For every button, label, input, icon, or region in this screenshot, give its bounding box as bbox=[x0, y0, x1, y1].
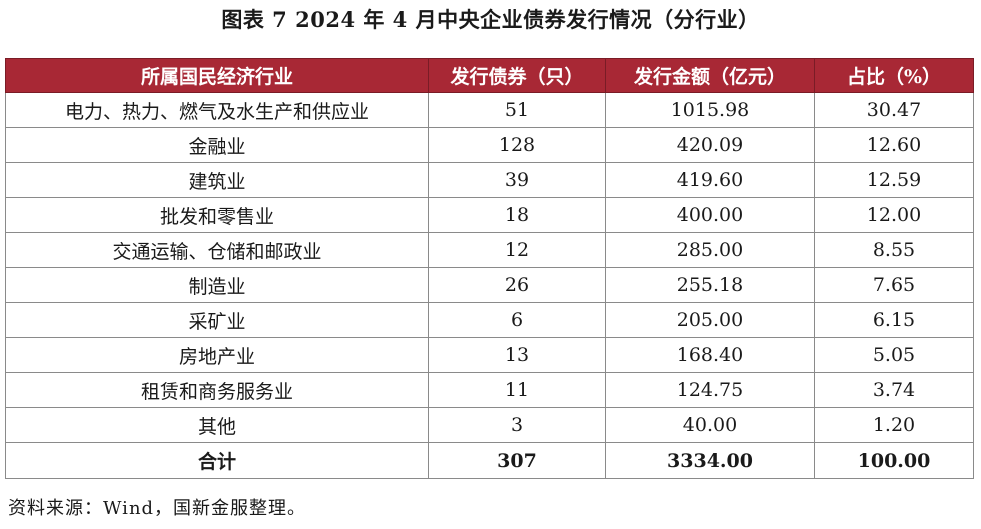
header-issuance-amount: 发行金额（亿元） bbox=[605, 58, 815, 93]
cell-bond-count: 12 bbox=[428, 232, 606, 268]
table-row: 金融业 128 420.09 12.60 bbox=[5, 127, 974, 163]
bond-issuance-table: 所属国民经济行业 发行债券（只） 发行金额（亿元） 占比（%） 电力、热力、燃气… bbox=[5, 58, 974, 479]
table-body: 电力、热力、燃气及水生产和供应业 51 1015.98 30.47 金融业 12… bbox=[5, 92, 974, 443]
table-row: 租赁和商务服务业 11 124.75 3.74 bbox=[5, 372, 974, 408]
total-bond-count: 307 bbox=[428, 442, 606, 479]
table-title: 图表 7 2024 年 4 月中央企业债券发行情况（分行业） bbox=[221, 7, 760, 32]
cell-share: 8.55 bbox=[814, 232, 974, 268]
cell-industry: 批发和零售业 bbox=[5, 197, 429, 233]
cell-issuance-amount: 205.00 bbox=[605, 302, 815, 338]
cell-bond-count: 6 bbox=[428, 302, 606, 338]
cell-issuance-amount: 420.09 bbox=[605, 127, 815, 163]
cell-issuance-amount: 400.00 bbox=[605, 197, 815, 233]
header-row: 所属国民经济行业 发行债券（只） 发行金额（亿元） 占比（%） bbox=[5, 58, 974, 93]
cell-issuance-amount: 285.00 bbox=[605, 232, 815, 268]
table-row: 电力、热力、燃气及水生产和供应业 51 1015.98 30.47 bbox=[5, 92, 974, 128]
header-share: 占比（%） bbox=[814, 58, 974, 93]
cell-industry: 金融业 bbox=[5, 127, 429, 163]
cell-share: 6.15 bbox=[814, 302, 974, 338]
cell-industry: 交通运输、仓储和邮政业 bbox=[5, 232, 429, 268]
cell-share: 12.60 bbox=[814, 127, 974, 163]
cell-share: 1.20 bbox=[814, 407, 974, 443]
table-row: 交通运输、仓储和邮政业 12 285.00 8.55 bbox=[5, 232, 974, 268]
total-share: 100.00 bbox=[814, 442, 974, 479]
cell-share: 7.65 bbox=[814, 267, 974, 303]
cell-bond-count: 13 bbox=[428, 337, 606, 373]
header-industry: 所属国民经济行业 bbox=[5, 58, 429, 93]
cell-industry: 房地产业 bbox=[5, 337, 429, 373]
cell-bond-count: 26 bbox=[428, 267, 606, 303]
cell-share: 30.47 bbox=[814, 92, 974, 128]
cell-issuance-amount: 124.75 bbox=[605, 372, 815, 408]
table-footer: 合计 307 3334.00 100.00 bbox=[5, 442, 974, 479]
table-header: 所属国民经济行业 发行债券（只） 发行金额（亿元） 占比（%） bbox=[5, 58, 974, 93]
cell-issuance-amount: 40.00 bbox=[605, 407, 815, 443]
table-row: 批发和零售业 18 400.00 12.00 bbox=[5, 197, 974, 233]
header-bond-count: 发行债券（只） bbox=[428, 58, 606, 93]
table-row: 采矿业 6 205.00 6.15 bbox=[5, 302, 974, 338]
cell-issuance-amount: 419.60 bbox=[605, 162, 815, 198]
cell-bond-count: 18 bbox=[428, 197, 606, 233]
cell-bond-count: 39 bbox=[428, 162, 606, 198]
table-row: 制造业 26 255.18 7.65 bbox=[5, 267, 974, 303]
total-row: 合计 307 3334.00 100.00 bbox=[5, 442, 974, 479]
cell-industry: 其他 bbox=[5, 407, 429, 443]
table-row: 其他 3 40.00 1.20 bbox=[5, 407, 974, 443]
cell-industry: 建筑业 bbox=[5, 162, 429, 198]
cell-share: 3.74 bbox=[814, 372, 974, 408]
source-note: 资料来源：Wind，国新金服整理。 bbox=[8, 498, 307, 519]
cell-share: 5.05 bbox=[814, 337, 974, 373]
cell-bond-count: 128 bbox=[428, 127, 606, 163]
cell-bond-count: 3 bbox=[428, 407, 606, 443]
table-row: 建筑业 39 419.60 12.59 bbox=[5, 162, 974, 198]
cell-issuance-amount: 168.40 bbox=[605, 337, 815, 373]
cell-share: 12.00 bbox=[814, 197, 974, 233]
cell-issuance-amount: 1015.98 bbox=[605, 92, 815, 128]
total-label: 合计 bbox=[5, 442, 429, 479]
total-issuance-amount: 3334.00 bbox=[605, 442, 815, 479]
cell-bond-count: 51 bbox=[428, 92, 606, 128]
cell-share: 12.59 bbox=[814, 162, 974, 198]
cell-industry: 采矿业 bbox=[5, 302, 429, 338]
cell-issuance-amount: 255.18 bbox=[605, 267, 815, 303]
table-row: 房地产业 13 168.40 5.05 bbox=[5, 337, 974, 373]
cell-industry: 租赁和商务服务业 bbox=[5, 372, 429, 408]
cell-industry: 制造业 bbox=[5, 267, 429, 303]
cell-industry: 电力、热力、燃气及水生产和供应业 bbox=[5, 92, 429, 128]
cell-bond-count: 11 bbox=[428, 372, 606, 408]
